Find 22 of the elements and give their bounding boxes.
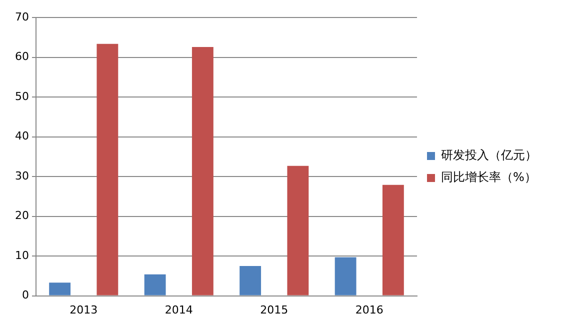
y-tick-label: 60 xyxy=(14,50,29,64)
legend-label: 同比增长率（%） xyxy=(441,170,536,184)
y-tick-label: 20 xyxy=(14,209,29,222)
y-tick-label: 10 xyxy=(14,248,29,262)
bar xyxy=(382,184,404,296)
bar xyxy=(49,282,71,296)
x-tick-label: 2014 xyxy=(164,303,193,316)
y-tick-label: 40 xyxy=(14,130,29,143)
y-tick-label: 50 xyxy=(14,90,29,103)
bar xyxy=(96,44,118,296)
y-tick-label: 0 xyxy=(22,288,29,302)
x-tick-label: 2015 xyxy=(260,303,288,316)
x-tick-label: 2016 xyxy=(355,303,384,316)
bar xyxy=(192,47,214,296)
bar xyxy=(240,266,262,296)
legend-label: 研发投入（亿元） xyxy=(441,148,537,162)
y-tick-label: 30 xyxy=(14,169,29,182)
x-tick-label: 2013 xyxy=(70,303,98,316)
y-tick-label: 70 xyxy=(14,10,29,24)
bar xyxy=(144,274,166,296)
bar xyxy=(334,257,356,296)
bar xyxy=(287,166,309,296)
